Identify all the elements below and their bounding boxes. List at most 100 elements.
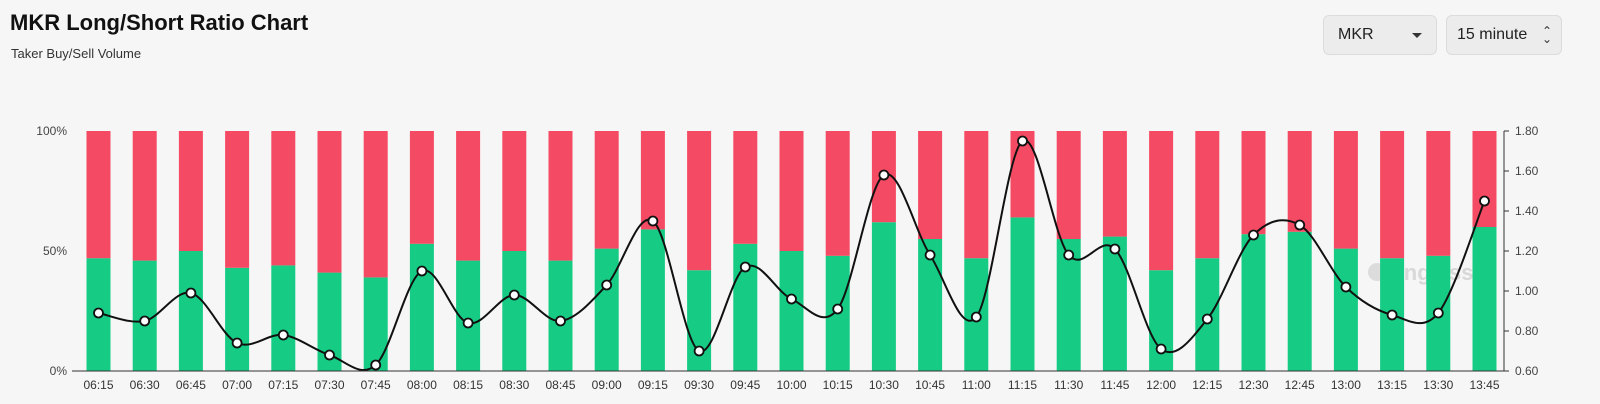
ratio-point (508, 289, 520, 301)
y-left-tick-label: 0% (50, 364, 68, 378)
y-left-tick-label: 100% (36, 124, 67, 138)
ratio-point (462, 317, 474, 329)
bar-short (363, 131, 388, 278)
x-tick-label: 12:45 (1285, 378, 1315, 392)
bar-short (178, 131, 203, 251)
bar-short (548, 131, 573, 261)
ratio-point (832, 303, 844, 315)
ratio-point (139, 315, 151, 327)
y-right-tick-label: 1.80 (1515, 124, 1539, 138)
ratio-point (693, 345, 705, 357)
bar-short (594, 131, 619, 249)
x-tick-label: 07:00 (222, 378, 252, 392)
ratio-point (1201, 313, 1213, 325)
ratio-point (231, 337, 243, 349)
ratio-point (93, 307, 104, 319)
ratio-point (924, 249, 936, 261)
bar-long (1102, 236, 1127, 371)
bar-long (1333, 248, 1358, 371)
x-tick-label: 09:45 (730, 378, 760, 392)
bar-long (363, 277, 388, 371)
bar-long (225, 267, 250, 371)
bar-short (1102, 131, 1127, 237)
x-tick-label: 07:15 (268, 378, 298, 392)
x-tick-label: 12:00 (1146, 378, 1176, 392)
y-right-tick-label: 0.60 (1515, 364, 1539, 378)
ratio-point (647, 215, 659, 227)
x-tick-label: 06:45 (176, 378, 206, 392)
ratio-point (1109, 243, 1121, 255)
y-right-tick-label: 0.80 (1515, 324, 1539, 338)
x-tick-label: 13:15 (1377, 378, 1407, 392)
x-tick-label: 07:30 (314, 378, 344, 392)
x-tick-label: 09:15 (638, 378, 668, 392)
x-tick-label: 07:45 (361, 378, 391, 392)
up-down-chevron-icon: ⌃ ⌄ (1541, 24, 1552, 46)
ratio-point (1432, 307, 1444, 319)
bar-short (409, 131, 434, 244)
x-tick-label: 06:15 (83, 378, 113, 392)
ratio-point (277, 329, 289, 341)
symbol-select[interactable]: MKR (1323, 15, 1437, 55)
x-tick-label: 10:15 (823, 378, 853, 392)
ratio-point (878, 169, 890, 181)
bar-short (271, 131, 296, 266)
x-tick-label: 11:45 (1100, 378, 1129, 392)
x-tick-label: 08:00 (407, 378, 437, 392)
ratio-line (98, 139, 1486, 372)
bar-long (1472, 227, 1497, 371)
bar-short (918, 131, 943, 239)
bar-short (964, 131, 989, 259)
bar-long (1241, 234, 1266, 371)
bar-long (1149, 270, 1174, 371)
bar-long (640, 229, 665, 371)
bar-long (1287, 231, 1312, 371)
x-tick-label: 10:45 (915, 378, 945, 392)
bar-long (502, 251, 527, 371)
x-tick-label: 11:15 (1008, 378, 1037, 392)
y-left-tick-label: 50% (43, 244, 67, 258)
bar-short (1472, 131, 1497, 227)
chart-subtitle: Taker Buy/Sell Volume (11, 46, 142, 61)
x-tick-label: 13:45 (1469, 378, 1499, 392)
interval-select[interactable]: 15 minute ⌃ ⌄ (1446, 15, 1562, 55)
ratio-point (786, 293, 797, 305)
ratio-point (1155, 343, 1167, 355)
y-right-tick-label: 1.20 (1515, 244, 1539, 258)
ratio-point (555, 315, 566, 327)
bar-short (1241, 131, 1266, 235)
x-tick-label: 13:00 (1331, 378, 1361, 392)
x-tick-label: 12:30 (1238, 378, 1268, 392)
bar-short (733, 131, 758, 244)
symbol-select-value: MKR (1338, 26, 1374, 43)
x-tick-label: 08:45 (545, 378, 575, 392)
ratio-point (370, 359, 382, 371)
ratio-point (1340, 281, 1352, 293)
x-tick-label: 10:30 (869, 378, 899, 392)
bar-short (687, 131, 712, 271)
x-tick-label: 08:30 (499, 378, 529, 392)
bar-short (1287, 131, 1312, 232)
bar-short (1333, 131, 1358, 249)
bar-short (779, 131, 804, 251)
ratio-point (1017, 135, 1028, 147)
bar-short (132, 131, 157, 261)
ratio-point (1479, 195, 1490, 207)
ratio-point (1386, 309, 1398, 321)
ratio-point (324, 349, 335, 361)
ratio-point (1294, 219, 1306, 231)
x-tick-label: 10:00 (776, 378, 806, 392)
bar-short (317, 131, 342, 273)
ratio-point (1063, 249, 1075, 261)
x-tick-label: 09:30 (684, 378, 714, 392)
x-tick-label: 08:15 (453, 378, 483, 392)
bar-short (825, 131, 850, 256)
bar-long (178, 251, 203, 371)
caret-down-icon (1412, 33, 1422, 38)
bar-long (1010, 217, 1035, 371)
bar-long (594, 248, 619, 371)
x-tick-label: 11:00 (962, 378, 991, 392)
ratio-point (601, 279, 613, 291)
bar-long (1056, 239, 1081, 371)
